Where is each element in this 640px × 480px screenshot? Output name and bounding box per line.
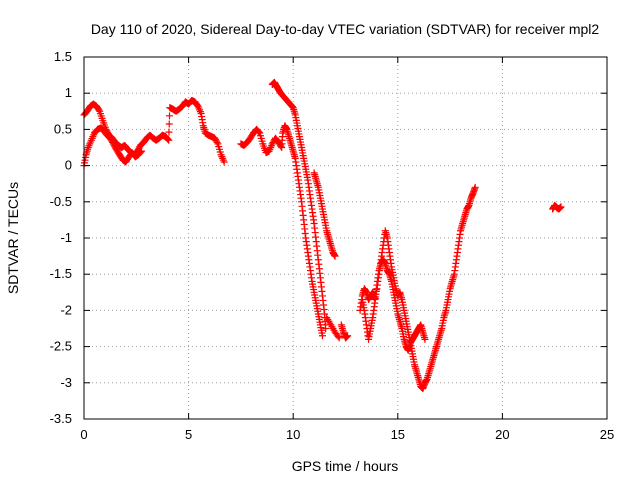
data-point <box>95 106 103 114</box>
y-tick-label: 1 <box>65 85 72 100</box>
series-group <box>323 183 479 393</box>
x-tick-label: 25 <box>600 427 614 442</box>
x-tick-label: 20 <box>495 427 509 442</box>
data-point <box>337 321 345 329</box>
y-tick-label: 1.5 <box>54 49 72 64</box>
data-point <box>165 128 173 136</box>
data-point <box>219 154 227 162</box>
data-point <box>164 135 172 143</box>
data-point <box>322 325 330 332</box>
x-axis-ticks: 0 5 10 15 20 25 <box>80 57 614 442</box>
x-tick-label: 0 <box>80 427 87 442</box>
series-group <box>358 201 565 354</box>
data-point <box>166 112 174 120</box>
x-axis-label: GPS time / hours <box>292 458 399 474</box>
y-tick-label: 0.5 <box>54 121 72 136</box>
data-point <box>318 332 326 340</box>
chart-title: Day 110 of 2020, Sidereal Day-to-day VTE… <box>91 21 600 37</box>
data-point <box>213 138 221 146</box>
y-tick-label: -3 <box>60 375 72 390</box>
data-point <box>165 136 173 144</box>
x-tick-label: 5 <box>185 427 192 442</box>
y-tick-label: -1.5 <box>50 266 72 281</box>
data-point <box>138 147 146 155</box>
series-group <box>80 96 352 342</box>
data-point <box>255 128 263 136</box>
y-tick-label: -2 <box>60 302 72 317</box>
data-point <box>165 120 173 128</box>
data-point <box>334 332 342 340</box>
x-tick-label: 10 <box>286 427 300 442</box>
y-axis-label: SDTVAR / TECUs <box>5 182 21 294</box>
y-tick-label: 0 <box>65 158 72 173</box>
data-point <box>220 158 228 166</box>
data-point <box>421 335 429 343</box>
data-point <box>331 252 339 260</box>
y-tick-label: -3.5 <box>50 411 72 426</box>
data-points <box>80 78 565 393</box>
data-point <box>557 203 565 211</box>
data-point <box>137 148 145 156</box>
y-tick-label: -1 <box>60 230 72 245</box>
grid-lines <box>84 57 607 419</box>
data-point <box>335 334 343 342</box>
y-tick-label: -2.5 <box>50 339 72 354</box>
y-axis-ticks: -3.5 -3 -2.5 -2 -1.5 -1 -0.5 0 0.5 1 1.5 <box>50 49 607 426</box>
x-tick-label: 15 <box>391 427 405 442</box>
series-group <box>80 78 339 332</box>
data-point <box>471 183 479 191</box>
y-tick-label: -0.5 <box>50 194 72 209</box>
